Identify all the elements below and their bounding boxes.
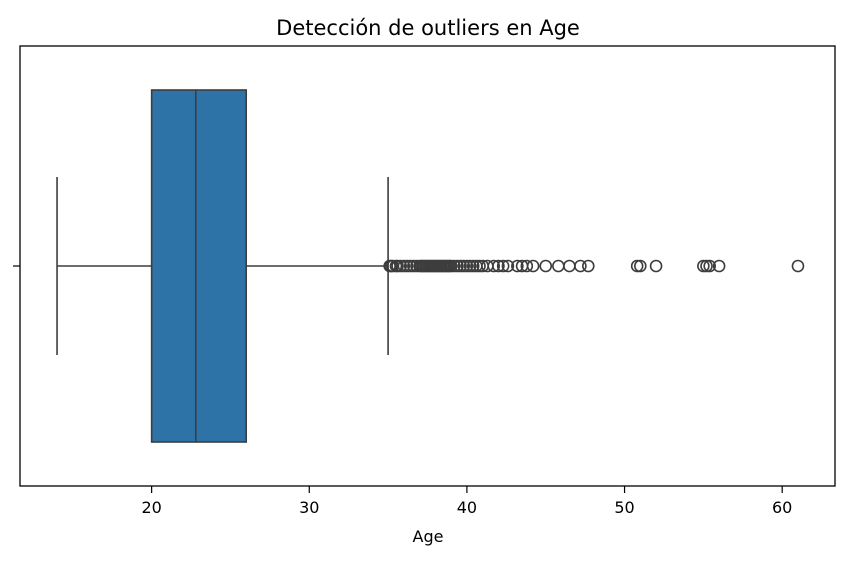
chart-marks (56, 89, 805, 443)
outlier-point (391, 259, 404, 273)
outlier-point (487, 259, 501, 273)
outlier-point (457, 259, 471, 273)
outlier-point (712, 259, 726, 273)
x-tick-label: 20 (141, 498, 161, 517)
outlier-point (700, 259, 713, 273)
outlier-point (466, 259, 480, 273)
outlier-point (444, 259, 458, 273)
outlier-point (397, 259, 411, 273)
outlier-point (463, 259, 477, 273)
outlier-point (520, 259, 534, 273)
outlier-point (581, 259, 595, 273)
outlier-point (563, 259, 576, 273)
x-tick-label: 40 (457, 498, 477, 517)
outlier-point (454, 259, 467, 273)
outlier-point (473, 259, 486, 273)
outlier-point (539, 259, 553, 273)
outlier-point (574, 259, 587, 273)
outlier-point (634, 259, 647, 273)
outlier-point (501, 259, 515, 273)
outlier-point (703, 259, 716, 273)
outlier-point (791, 259, 805, 273)
outlier-point (552, 259, 565, 273)
outlier-point (697, 259, 710, 273)
outlier-points (383, 259, 805, 273)
outlier-point (630, 259, 644, 273)
outlier-point (511, 259, 524, 273)
outlier-point (447, 259, 461, 273)
iqr-box (150, 89, 248, 443)
outlier-point (400, 259, 414, 273)
outlier-point (526, 259, 540, 273)
x-tick-label: 30 (299, 498, 319, 517)
x-tick-label: 50 (614, 498, 634, 517)
outlier-point (451, 259, 464, 273)
x-tick-label: 60 (772, 498, 792, 517)
x-axis: 20 30 40 50 60 (141, 486, 792, 517)
outlier-point (460, 259, 474, 273)
outlier-point (496, 259, 510, 273)
x-axis-label: Age (413, 527, 444, 546)
outlier-point (394, 259, 408, 273)
outlier-point (649, 259, 663, 273)
chart-title: Detección de outliers en Age (276, 16, 580, 40)
outlier-point (492, 259, 505, 273)
